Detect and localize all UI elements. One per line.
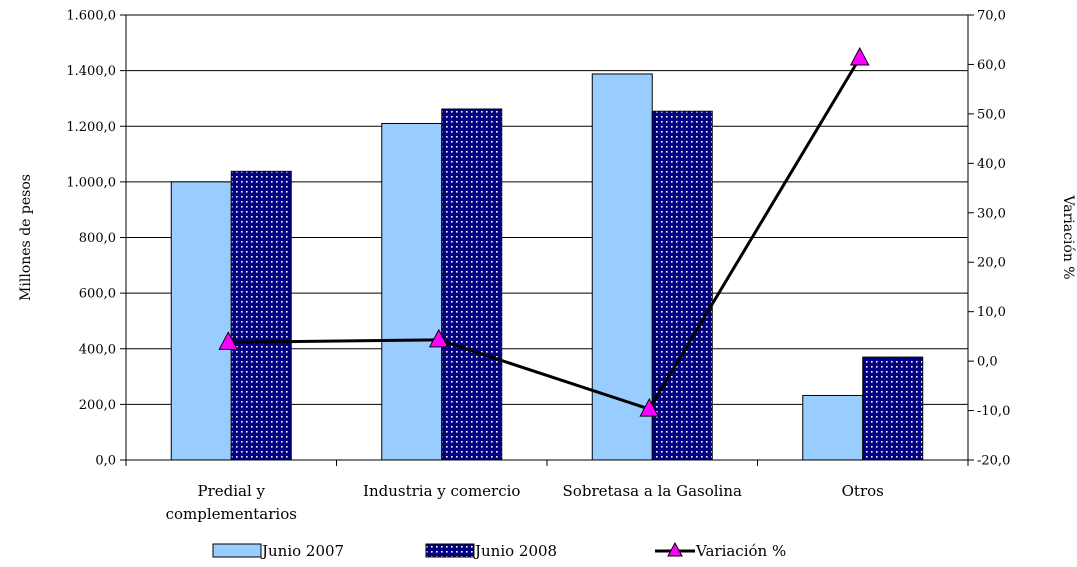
y2-tick-label: 20,0 xyxy=(977,256,1006,271)
x-tick-label: Otros xyxy=(842,482,884,500)
variation-line xyxy=(228,57,862,411)
y2-tick-label: 30,0 xyxy=(977,206,1006,221)
y-tick-label: 1.200,0 xyxy=(66,120,116,135)
legend-label: Junio 2008 xyxy=(473,542,557,560)
legend-label: Junio 2007 xyxy=(260,542,344,560)
legend-swatch xyxy=(425,543,475,558)
legend-marker xyxy=(667,541,683,557)
y2-tick-label: 70,0 xyxy=(977,9,1006,24)
y-axis-title: Millones de pesos xyxy=(18,174,34,301)
bar-junio-2008 xyxy=(651,110,713,461)
legend-label: Variación % xyxy=(695,542,786,560)
y-tick-label: 800,0 xyxy=(79,231,116,246)
y2-tick-label: 50,0 xyxy=(977,107,1006,122)
bar-junio-2007 xyxy=(802,394,864,461)
y2-tick-label: 60,0 xyxy=(977,58,1006,73)
y-tick-label: 1.400,0 xyxy=(66,64,116,79)
y-tick-label: 1.600,0 xyxy=(66,9,116,24)
variation-marker xyxy=(218,331,239,350)
x-tick-label: complementarios xyxy=(166,505,297,523)
y2-axis-title: Variación % xyxy=(1060,194,1076,279)
bar-junio-2007 xyxy=(591,73,653,461)
variation-marker xyxy=(428,328,449,348)
bar-junio-2008 xyxy=(441,108,503,461)
y-tick-label: 1.000,0 xyxy=(66,175,116,190)
y2-tick-label: -10,0 xyxy=(977,404,1010,419)
variation-marker xyxy=(639,398,660,417)
bar-junio-2007 xyxy=(381,122,443,461)
y2-tick-label: 10,0 xyxy=(977,305,1006,320)
y-tick-label: 200,0 xyxy=(79,398,116,413)
y-tick-label: 600,0 xyxy=(79,287,116,302)
x-tick-label: Industria y comercio xyxy=(363,482,520,500)
bar-junio-2008 xyxy=(230,170,292,461)
bar-junio-2008 xyxy=(862,356,924,461)
variation-marker xyxy=(849,46,870,66)
x-tick-label: Sobretasa a la Gasolina xyxy=(563,482,742,500)
y-tick-label: 400,0 xyxy=(79,342,116,357)
legend-swatch xyxy=(212,543,262,558)
y2-tick-label: 0,0 xyxy=(977,355,998,370)
x-tick-label: Predial y xyxy=(197,482,265,500)
y-tick-label: 0,0 xyxy=(95,454,116,469)
y2-tick-label: -20,0 xyxy=(977,454,1010,469)
y2-tick-label: 40,0 xyxy=(977,157,1006,172)
bar-junio-2007 xyxy=(170,181,232,461)
